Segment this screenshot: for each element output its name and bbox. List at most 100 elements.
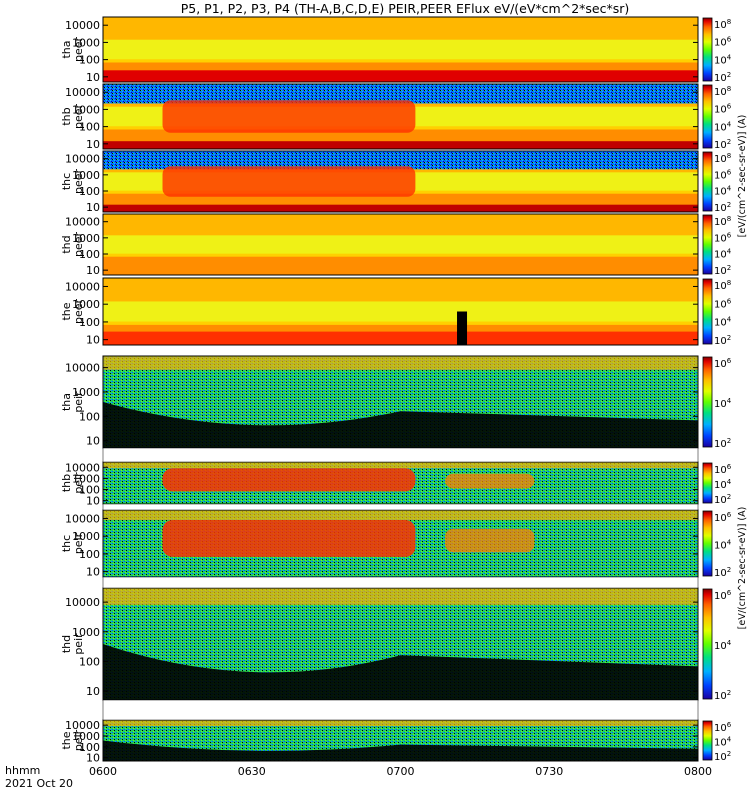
panel-thb-peer: 10 100 1000 10000 thbpeer 102 104 106 108 [60, 83, 732, 151]
panel-label: thcpeir [60, 532, 85, 554]
y-tick-label: 10000 [65, 461, 100, 474]
colorbar-tick-label: 106 [714, 168, 732, 181]
colorbar-tick-label: 106 [714, 721, 732, 734]
colorbar [702, 462, 713, 504]
colorbar [702, 214, 713, 275]
colorbar-tick-label: 104 [714, 736, 732, 749]
figure-title: P5, P1, P2, P3, P4 (TH-A,B,C,D,E) PEIR,P… [181, 1, 630, 16]
y-tick-label: 100 [79, 484, 100, 497]
y-tick-label: 10000 [65, 512, 100, 525]
date-label: 2021 Oct 20 [5, 777, 73, 790]
y-tick-label: 100 [79, 121, 100, 134]
panel-label: thepeer [60, 299, 85, 325]
y-tick-label: 100 [79, 741, 100, 754]
panel-separator [102, 503, 699, 511]
colorbar-tick-label: 108 [714, 279, 731, 292]
y-tick-label: 10000 [65, 280, 100, 293]
y-tick-label: 10 [86, 685, 100, 698]
colorbar-tick-label: 106 [714, 589, 732, 602]
y-tick-label: 1000 [72, 530, 100, 543]
colorbar-tick-label: 106 [714, 36, 732, 49]
colorbar-tick-label: 108 [714, 85, 731, 98]
y-tick-label: 10000 [65, 19, 100, 32]
y-tick-label: 100 [79, 410, 100, 423]
y-tick-label: 100 [79, 655, 100, 668]
y-tick-label: 1000 [72, 232, 100, 245]
y-tick-label: 10000 [65, 216, 100, 229]
y-tick-label: 10 [86, 264, 100, 277]
colorbar-label-peir: [eV/(cm^2-sec-sr-eV)] (A) [737, 507, 748, 630]
panel-thd-peir: 10 100 1000 10000 thdpeir 102 104 106 [60, 587, 732, 702]
colorbar-tick-label: 102 [714, 566, 731, 579]
colorbar [702, 510, 713, 577]
colorbar-tick-label: 108 [714, 152, 731, 165]
panel-separator [102, 447, 699, 463]
panel-separator [102, 699, 699, 721]
panel-thc-peir: 10 100 1000 10000 thcpeir 102 104 106 [60, 509, 732, 579]
colorbar [702, 278, 713, 345]
colorbar-tick-label: 102 [714, 334, 731, 347]
panel-label: thcpeer [60, 169, 85, 195]
panel-thd-peer: 10 100 1000 10000 thdpeer 102 104 106 108 [60, 213, 732, 277]
panel-label: thdpeir [60, 633, 85, 655]
y-tick-label: 10000 [65, 719, 100, 732]
y-tick-label: 1000 [72, 626, 100, 639]
colorbar [702, 588, 713, 700]
y-tick-label: 100 [79, 316, 100, 329]
colorbar-tick-label: 106 [714, 231, 732, 244]
y-tick-label: 100 [79, 185, 100, 198]
y-tick-label: 10 [86, 71, 100, 84]
y-tick-label: 10 [86, 435, 100, 448]
y-tick-label: 1000 [72, 103, 100, 116]
panel-thc-peer: 10 100 1000 10000 thcpeer 102 104 106 108 [60, 150, 732, 214]
y-tick-label: 10 [86, 138, 100, 151]
panel-label: thdpeer [60, 232, 85, 258]
y-tick-label: 10 [86, 752, 100, 765]
colorbar-tick-label: 104 [714, 316, 732, 329]
y-tick-label: 10000 [65, 362, 100, 375]
y-tick-label: 1000 [72, 472, 100, 485]
y-tick-label: 1000 [72, 730, 100, 743]
colorbar-tick-label: 104 [714, 397, 732, 410]
panel-separator [102, 576, 699, 589]
y-tick-label: 10 [86, 201, 100, 214]
colorbar-tick-label: 106 [714, 357, 732, 370]
colorbar-tick-label: 106 [714, 103, 732, 116]
x-tick-label: 0730 [535, 765, 563, 778]
colorbar-tick-label: 106 [714, 463, 732, 476]
y-tick-label: 1000 [72, 169, 100, 182]
x-tick-label: 0800 [684, 765, 712, 778]
colorbar-tick-label: 104 [714, 478, 732, 491]
colorbar-tick-label: 102 [714, 138, 731, 151]
colorbar-tick-label: 104 [714, 53, 732, 66]
y-tick-label: 100 [79, 54, 100, 67]
colorbar [702, 151, 713, 212]
colorbar [702, 720, 713, 761]
panel-label: thbpeir [60, 472, 85, 494]
y-tick-label: 1000 [72, 386, 100, 399]
colorbar-tick-label: 102 [714, 493, 731, 506]
y-tick-label: 100 [79, 548, 100, 561]
y-tick-label: 10 [86, 334, 100, 347]
colorbar [702, 17, 713, 82]
colorbar-tick-label: 104 [714, 185, 732, 198]
panel-tha-peir: 10 100 1000 10000 thapeir 102 104 106 [60, 355, 732, 450]
y-tick-label: 10000 [65, 153, 100, 166]
colorbar [702, 356, 713, 448]
x-tick-label: 0600 [89, 765, 117, 778]
colorbar-tick-label: 106 [714, 511, 732, 524]
colorbar-tick-label: 104 [714, 539, 732, 552]
y-tick-label: 1000 [72, 36, 100, 49]
time-axis-label: hhmm [5, 764, 40, 777]
colorbar-tick-label: 102 [714, 201, 731, 214]
colorbar-tick-label: 102 [714, 437, 731, 450]
y-tick-label: 10 [86, 566, 100, 579]
y-tick-label: 1000 [72, 298, 100, 311]
y-tick-label: 10000 [65, 86, 100, 99]
colorbar-tick-label: 108 [714, 18, 731, 31]
colorbar-tick-label: 102 [714, 264, 731, 277]
colorbar-tick-label: 106 [714, 297, 732, 310]
